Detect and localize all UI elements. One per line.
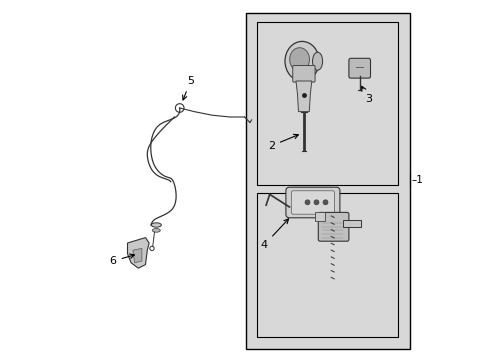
Polygon shape <box>133 248 142 263</box>
Polygon shape <box>127 238 149 268</box>
FancyBboxPatch shape <box>291 191 334 214</box>
Ellipse shape <box>285 41 319 81</box>
Bar <box>257 22 397 185</box>
Text: 3: 3 <box>361 86 371 104</box>
Circle shape <box>305 200 309 205</box>
Text: 4: 4 <box>260 219 288 250</box>
Circle shape <box>313 200 318 205</box>
Bar <box>343 220 361 227</box>
Text: 5: 5 <box>182 76 194 100</box>
Bar <box>246 13 409 349</box>
FancyBboxPatch shape <box>292 66 314 82</box>
Circle shape <box>322 200 327 205</box>
FancyBboxPatch shape <box>348 58 370 78</box>
Ellipse shape <box>152 229 160 232</box>
Text: 6: 6 <box>109 254 134 266</box>
Ellipse shape <box>151 223 161 227</box>
Circle shape <box>149 246 154 251</box>
Circle shape <box>175 104 183 112</box>
Text: –1: –1 <box>411 175 423 185</box>
Bar <box>314 212 325 221</box>
Ellipse shape <box>312 52 322 70</box>
Ellipse shape <box>289 48 309 71</box>
Polygon shape <box>295 81 311 112</box>
FancyBboxPatch shape <box>285 187 339 218</box>
FancyBboxPatch shape <box>318 212 348 241</box>
Bar <box>257 193 397 337</box>
Text: 2: 2 <box>267 134 298 151</box>
